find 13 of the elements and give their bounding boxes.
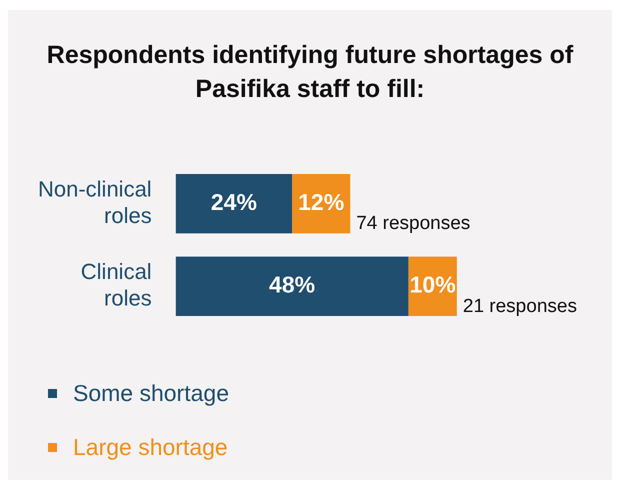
data-label: 48% (269, 272, 316, 298)
data-label: 24% (210, 189, 257, 216)
annotation: 21 responses (462, 296, 577, 317)
chart-title: Respondents identifying future shortages of Pasifika staff to fill: (46, 40, 574, 105)
bar (176, 174, 292, 234)
data-label: 12% (298, 189, 344, 216)
y-tick-label: Clinical roles (80, 259, 152, 311)
y-tick-label: Non-clinical roles (38, 176, 152, 228)
legend-label: Large shortage (73, 434, 228, 460)
data-label: 10% (410, 272, 456, 298)
bar (176, 256, 408, 316)
legend-label: Some shortage (73, 380, 229, 406)
annotation: 74 responses (356, 213, 470, 234)
